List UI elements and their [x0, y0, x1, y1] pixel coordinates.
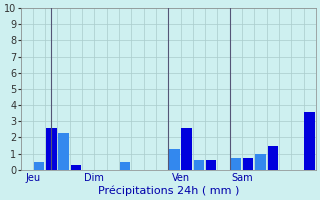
Bar [169, 149, 180, 170]
Bar [71, 165, 81, 170]
Bar [243, 158, 253, 170]
Bar [255, 154, 266, 170]
Bar [181, 128, 192, 170]
Bar [34, 162, 44, 170]
Bar [231, 158, 241, 170]
Bar [120, 162, 130, 170]
Bar [59, 133, 69, 170]
Bar [304, 112, 315, 170]
Bar [206, 160, 217, 170]
Bar [268, 146, 278, 170]
X-axis label: Précipitations 24h ( mm ): Précipitations 24h ( mm ) [98, 185, 239, 196]
Bar [194, 160, 204, 170]
Bar [46, 128, 57, 170]
